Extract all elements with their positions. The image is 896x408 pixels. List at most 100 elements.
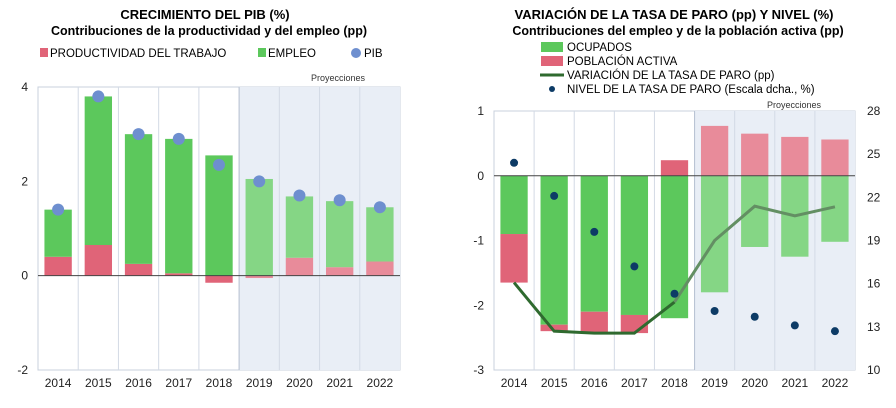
x-tick-label-2018: 2018 (206, 376, 233, 390)
bar-ocupados-2014 (500, 175, 528, 235)
x-tick-label-2014: 2014 (501, 376, 528, 390)
x-tick-label-2019: 2019 (246, 376, 273, 390)
dot-gdp-2016 (132, 128, 145, 141)
dot-unemployment-rate-2017 (630, 262, 639, 271)
dot-unemployment-rate-2022 (830, 327, 839, 336)
y-tick-label: -2 (17, 363, 28, 377)
unemployment-plot-area: -3 -2 -1 0 1 10 13 16 19 22 25 28 2014 2015 2016 2017 20… (473, 104, 880, 390)
x-tick-label-2016: 2016 (581, 376, 608, 390)
x-tick-label-2015: 2015 (541, 376, 568, 390)
x-tick-label-2022: 2022 (822, 376, 849, 390)
gdp-subtitle: Contribuciones de la productividad y del… (51, 24, 367, 38)
bar-poblaci-n-activa-2018 (660, 160, 689, 176)
bar-productividad-del-trabajo-2015 (84, 245, 113, 276)
unemployment-legend: OCUPADOS POBLACIÓN ACTIVA VARIACIÓN DE L… (540, 42, 815, 96)
legend-label-gdp: PIB (364, 48, 383, 60)
bar-ocupados-2016 (580, 175, 608, 312)
dot-unemployment-rate-2016 (590, 227, 599, 236)
bar-poblaci-n-activa-2014 (500, 234, 528, 283)
legend-swatch-employment (258, 48, 266, 57)
x-tick-label-2017: 2017 (165, 376, 192, 390)
unemployment-chart: VARIACIÓN DE LA TASA DE PARO (pp) Y NIVE… (473, 7, 880, 390)
legend-label-employed: OCUPADOS (567, 42, 632, 54)
bar-productividad-del-trabajo-2016 (124, 263, 153, 276)
bar-poblaci-n-activa-2019 (700, 125, 729, 176)
x-tick-label-2022: 2022 (367, 376, 394, 390)
bar-productividad-del-trabajo-2021 (325, 267, 354, 276)
legend-swatch-productivity (40, 48, 48, 57)
gdp-plot-area: -2 0 2 4 2014 2015 2016 2017 2018 2019 2020 2021 202… (17, 80, 401, 390)
y-tick-label: 2 (21, 174, 28, 188)
bar-empleo-2016 (124, 134, 153, 264)
bar-empleo-2015 (84, 96, 113, 246)
unemployment-subtitle: Contribuciones del empleo y de la poblac… (512, 24, 843, 38)
x-tick-label-2014: 2014 (45, 376, 72, 390)
dot-unemployment-rate-2015 (550, 191, 559, 200)
dot-gdp-2015 (92, 90, 105, 103)
bar-productividad-del-trabajo-2014 (44, 256, 72, 276)
dot-gdp-2021 (333, 194, 346, 207)
dot-gdp-2020 (293, 189, 306, 202)
legend-label-active-population: POBLACIÓN ACTIVA (567, 55, 678, 68)
x-tick-label-2015: 2015 (85, 376, 112, 390)
bar-productividad-del-trabajo-2020 (285, 257, 314, 276)
legend-marker-gdp (351, 48, 361, 58)
unemployment-title: VARIACIÓN DE LA TASA DE PARO (pp) Y NIVE… (515, 7, 834, 22)
bar-empleo-2017 (165, 138, 193, 274)
bar-poblaci-n-activa-2020 (741, 133, 769, 176)
bar-empleo-2018 (205, 155, 233, 276)
legend-label-rate-level: NIVEL DE LA TASA DE PARO (Escala dcha., … (567, 84, 815, 96)
x-tick-label-2020: 2020 (286, 376, 313, 390)
bar-empleo-2021 (325, 201, 354, 268)
y-tick-label: 0 (21, 269, 28, 283)
dot-unemployment-rate-2020 (750, 312, 759, 321)
legend-label-employment: EMPLEO (268, 48, 316, 60)
line-rate-change-observed (512, 281, 676, 335)
legend-marker-rate-level (549, 86, 555, 92)
bar-empleo-2020 (285, 196, 314, 258)
gdp-legend: PRODUCTIVIDAD DEL TRABAJO EMPLEO PIB (40, 48, 383, 60)
y-right-tick-label: 16 (867, 277, 881, 291)
dot-unemployment-rate-2019 (710, 307, 719, 316)
y-tick-label: -2 (473, 298, 484, 312)
dot-gdp-2017 (172, 132, 185, 145)
bar-empleo-2022 (366, 207, 394, 262)
bar-productividad-del-trabajo-2018 (205, 275, 233, 283)
x-tick-label-2020: 2020 (741, 376, 768, 390)
y-right-tick-label: 10 (867, 363, 881, 377)
y-right-tick-label: 22 (867, 190, 881, 204)
line-rate-change-projected (673, 204, 836, 303)
legend-label-productivity: PRODUCTIVIDAD DEL TRABAJO (50, 48, 226, 60)
bar-productividad-del-trabajo-2017 (165, 273, 193, 276)
dot-unemployment-rate-2018 (670, 289, 679, 298)
bar-poblaci-n-activa-2022 (821, 139, 849, 176)
x-tick-label-2016: 2016 (125, 376, 152, 390)
x-tick-label-2017: 2017 (621, 376, 648, 390)
dot-unemployment-rate-2021 (790, 321, 799, 330)
y-tick-label: -3 (473, 363, 484, 377)
y-right-tick-label: 19 (867, 234, 881, 248)
legend-label-rate-change: VARIACIÓN DE LA TASA DE PARO (pp) (567, 69, 775, 82)
legend-swatch-active-population (541, 56, 563, 66)
y-right-tick-label: 25 (867, 147, 881, 161)
x-tick-label-2021: 2021 (326, 376, 353, 390)
dot-gdp-2018 (213, 158, 225, 171)
bar-poblaci-n-activa-2016 (580, 311, 608, 334)
dot-gdp-2014 (52, 203, 65, 216)
dot-gdp-2022 (373, 201, 386, 214)
unemployment-projections-label: Proyecciones (767, 100, 822, 110)
bar-ocupados-2015 (540, 175, 568, 325)
bar-poblaci-n-activa-2021 (781, 136, 809, 176)
bar-productividad-del-trabajo-2022 (366, 261, 394, 276)
y-right-tick-label: 13 (867, 320, 881, 334)
y-right-tick-label: 28 (867, 104, 881, 118)
bar-productividad-del-trabajo-2019 (245, 275, 273, 279)
dot-unemployment-rate-2014 (510, 158, 519, 167)
gdp-projections-label: Proyecciones (311, 73, 366, 83)
x-tick-label-2018: 2018 (661, 376, 688, 390)
bar-ocupados-2020 (741, 175, 769, 247)
bar-ocupados-2017 (620, 175, 649, 315)
bar-empleo-2019 (245, 178, 273, 276)
